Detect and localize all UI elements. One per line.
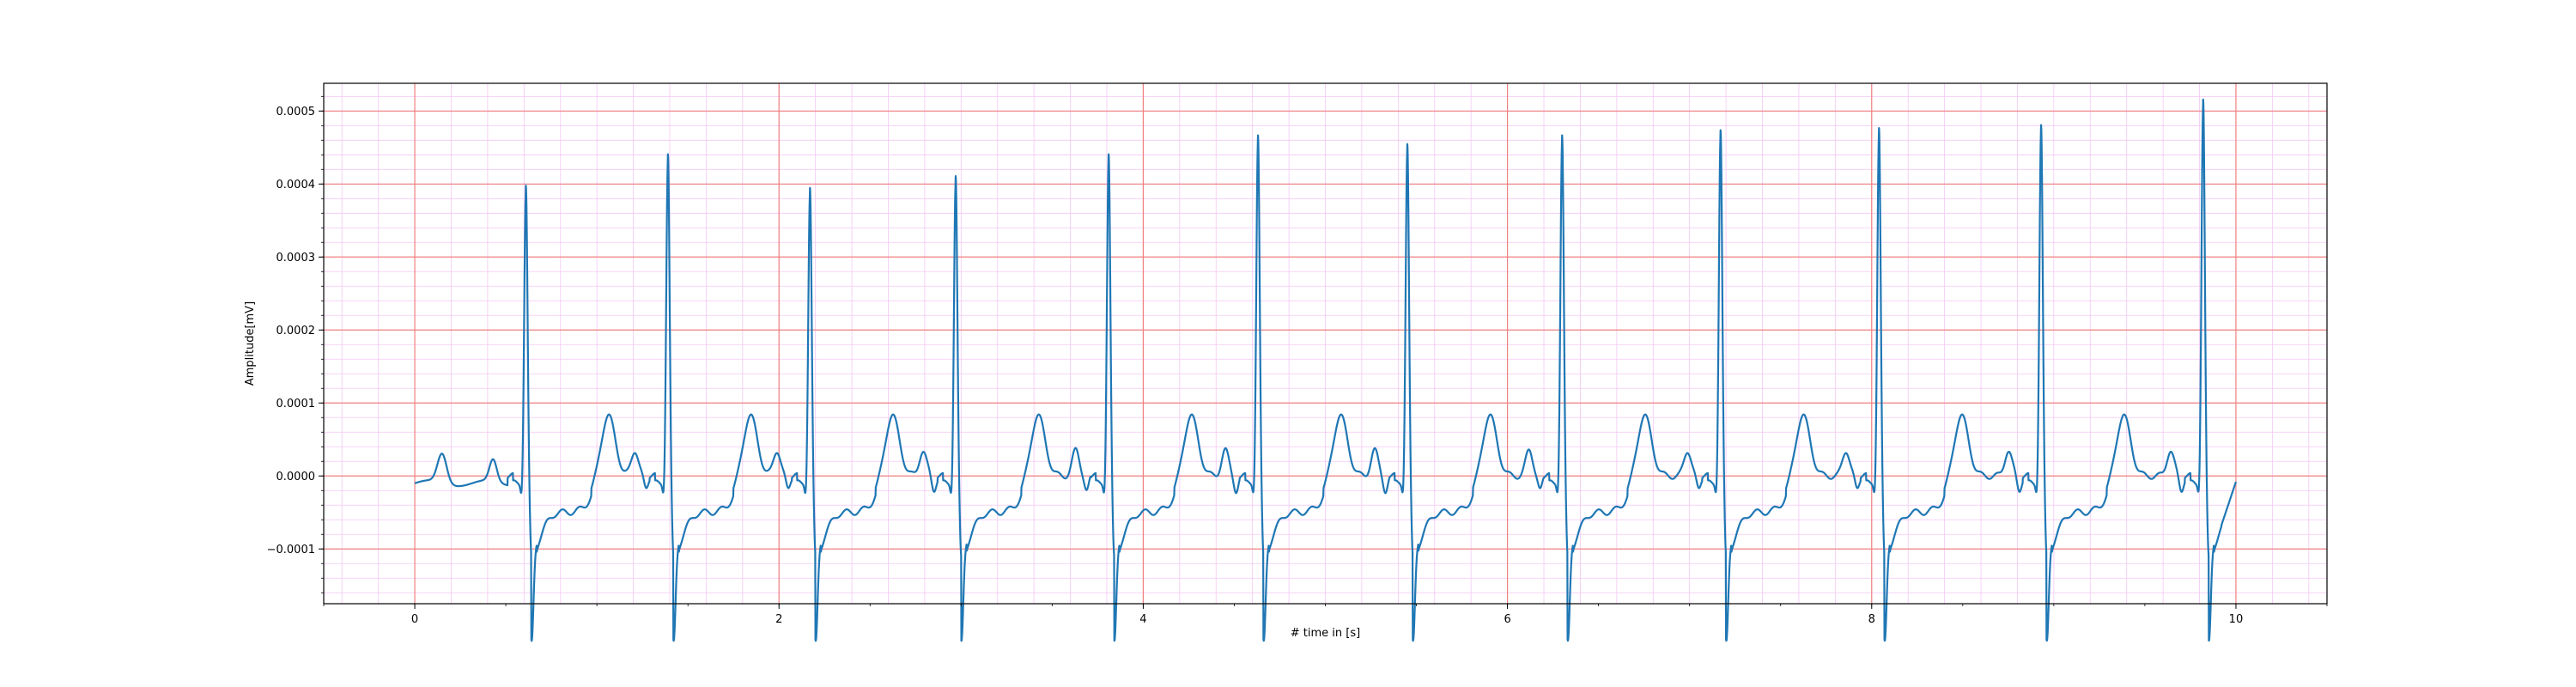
- ecg-series-line: [414, 98, 2237, 642]
- axis-ticks: [319, 95, 2328, 609]
- x-tick-label: 2: [775, 613, 782, 626]
- x-tick-label: 10: [2229, 613, 2244, 626]
- x-tick-label: 8: [1868, 613, 1875, 626]
- y-tick-label: 0.0000: [276, 471, 316, 483]
- tick-labels: 0 2 4 6 8 10 −0.0001 0.0000 0.0001 0.0002 0.0003 0.…: [267, 106, 2244, 626]
- x-tick-label: 0: [411, 613, 418, 626]
- y-tick-label: 0.0002: [276, 325, 316, 337]
- y-tick-label: −0.0001: [267, 544, 315, 556]
- y-tick-label: 0.0004: [276, 179, 316, 192]
- y-axis-label: Amplitude[mV]: [244, 301, 257, 386]
- x-tick-label: 6: [1504, 613, 1510, 626]
- y-tick-label: 0.0003: [276, 252, 316, 264]
- y-tick-label: 0.0001: [276, 398, 316, 410]
- y-tick-label: 0.0005: [276, 106, 316, 119]
- x-axis-label: # time in [s]: [1291, 627, 1360, 640]
- x-tick-label: 4: [1139, 613, 1146, 626]
- series-layer: [414, 98, 2237, 642]
